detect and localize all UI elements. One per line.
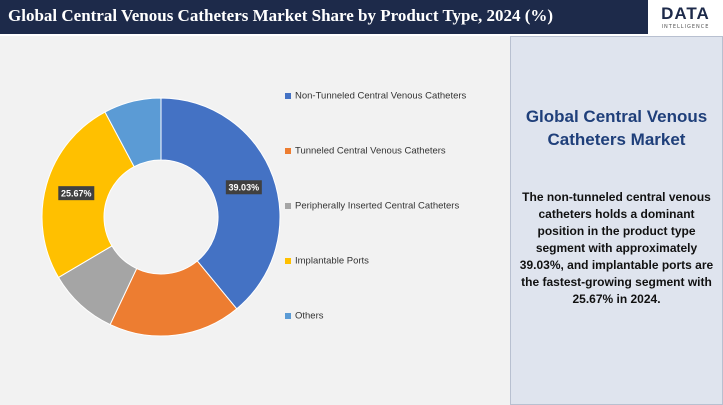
legend-label: Non-Tunneled Central Venous Catheters [295,91,467,102]
chart-title: Global Central Venous Catheters Market S… [8,6,554,25]
side-panel: Global Central Venous Catheters Market T… [510,36,723,405]
value-label: 25.67% [61,189,92,199]
chart: 39.03% 25.67% Non-Tunneled Central Venous … [41,91,467,337]
legend-label: Tunneled Central Venous Catheters [295,146,446,157]
value-label-box [225,180,262,195]
legend-label: Implantable Ports [295,256,369,267]
legend-label: Others [295,311,324,322]
value-label: 39.03% [229,183,260,193]
logo-text: DATA [661,4,710,23]
donut-segment [104,97,162,168]
panel-title: Global Central Venous Catheters Market [525,107,708,149]
header: Global Central Venous Catheters Market S… [0,0,723,34]
panel-text: The non-tunneled central venous catheter… [519,190,714,306]
logo: DATA INTELLIGENCE [648,0,723,34]
logo-tagline: INTELLIGENCE [661,24,710,30]
legend-swatch [285,313,291,319]
legend-swatch [285,148,291,154]
legend-label: Peripherally Inserted Central Catheters [295,201,459,212]
legend-swatch [285,258,291,264]
value-label-box [58,186,95,201]
donut-segment [160,97,281,310]
legend-swatch [285,93,291,99]
legend-swatch [285,203,291,209]
